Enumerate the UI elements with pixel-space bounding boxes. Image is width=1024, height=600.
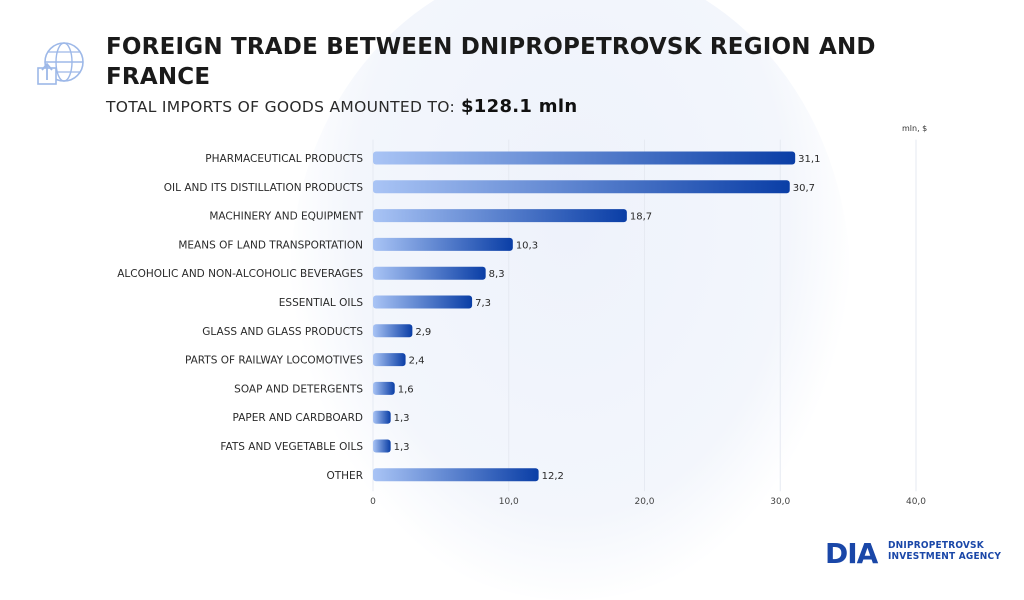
value-label: 1,3 [394, 442, 410, 453]
bar-chart: 0 10,0 20,0 30,0 40,0 PHARMACEUTICAL PRODUCTS… [117, 139, 926, 507]
logo-text: DNIPROPETROVSK INVESTMENT AGENCY [888, 540, 1001, 562]
category-label: GLASS AND GLASS PRODUCTS [202, 326, 363, 338]
value-label: 2,4 [409, 356, 425, 367]
logo-mark-text: DIA [825, 537, 879, 566]
value-label: 7,3 [475, 298, 491, 309]
logo-line-1: DNIPROPETROVSK [888, 540, 984, 551]
category-label: OTHER [326, 470, 363, 482]
bar [373, 439, 391, 453]
bar [373, 209, 627, 223]
category-label: OIL AND ITS DISTILLATION PRODUCTS [164, 182, 364, 194]
value-label: 10,3 [516, 240, 538, 251]
category-label: MACHINERY AND EQUIPMENT [209, 211, 363, 223]
category-label: ESSENTIAL OILS [279, 297, 364, 309]
category-label: ALCOHOLIC AND NON-ALCOHOLIC BEVERAGES [117, 268, 363, 280]
bar [373, 237, 513, 251]
bars [373, 151, 796, 482]
value-label: 12,2 [542, 471, 564, 482]
x-tick-label: 0 [370, 497, 376, 507]
page-subtitle: TOTAL IMPORTS OF GOODS AMOUNTED TO: $128.… [106, 96, 577, 117]
globe-box-import-icon [37, 42, 84, 85]
bar [373, 151, 796, 165]
category-label: MEANS OF LAND TRANSPORTATION [178, 239, 363, 251]
x-tick-label: 20,0 [634, 497, 654, 507]
grid-lines [372, 139, 917, 492]
bar [373, 266, 486, 280]
value-label: 2,9 [415, 327, 431, 338]
unit-label: mln, $ [902, 124, 928, 133]
value-label: 18,7 [630, 212, 652, 223]
category-label: PAPER AND CARDBOARD [233, 412, 363, 424]
category-label: FATS AND VEGETABLE OILS [220, 441, 363, 453]
bar [373, 295, 473, 309]
value-label: 1,6 [398, 384, 414, 395]
bar [373, 381, 395, 395]
category-label: PHARMACEUTICAL PRODUCTS [205, 153, 363, 165]
bar [373, 468, 539, 482]
category-label: SOAP AND DETERGENTS [234, 383, 363, 395]
subtitle-prefix: TOTAL IMPORTS OF GOODS AMOUNTED TO: [106, 98, 455, 116]
total-imports-amount: $128.1 mln [460, 96, 578, 117]
value-label: 1,3 [394, 413, 410, 424]
bar [373, 324, 413, 338]
labels: 0 10,0 20,0 30,0 40,0 PHARMACEUTICAL PRODUCTS… [117, 153, 926, 507]
value-label: 30,7 [793, 183, 815, 194]
value-label: 31,1 [798, 154, 820, 165]
x-tick-label: 30,0 [770, 497, 790, 507]
page-title: FOREIGN TRADE BETWEEN DNIPROPETROVSK REG… [106, 34, 876, 90]
category-label: PARTS OF RAILWAY LOCOMOTIVES [185, 355, 363, 367]
logo-line-2: INVESTMENT AGENCY [888, 551, 1002, 562]
bar [373, 180, 790, 194]
dia-logo: DIA DNIPROPETROVSK INVESTMENT AGENCY [824, 536, 1001, 566]
bar [373, 353, 406, 367]
bar [373, 410, 391, 424]
x-tick-label: 10,0 [499, 497, 519, 507]
dia-logo-mark: DIA [825, 537, 880, 566]
x-tick-label: 40,0 [906, 497, 926, 507]
value-label: 8,3 [489, 269, 505, 280]
